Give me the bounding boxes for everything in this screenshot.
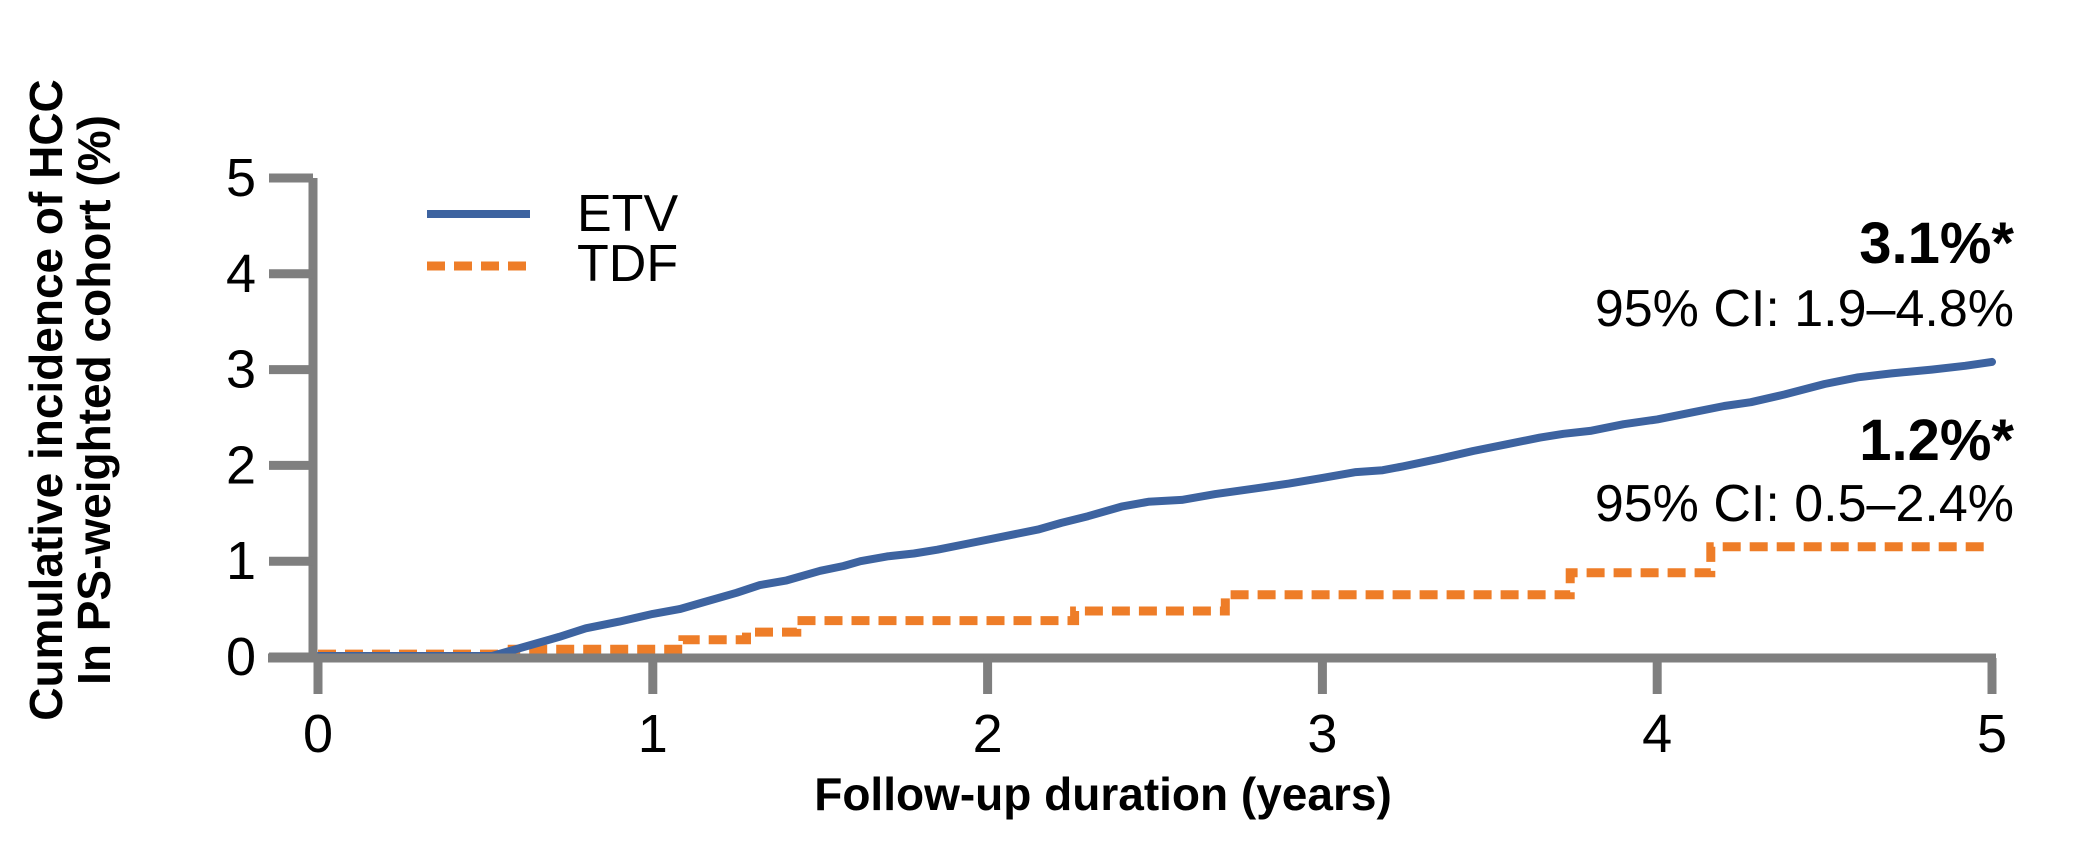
etv-annotation: 3.1%* 95% CI: 1.9–4.8% [1595,211,2015,338]
y-axis-title-line2: In PS-weighted cohort (%) [68,115,120,685]
y-axis-title-line1: Cumulative incidence of HCC [20,79,72,721]
y-tick-label: 3 [226,340,256,400]
x-tick-label: 3 [1307,704,1337,764]
tdf-annotation-value: 1.2%* [1859,408,2014,473]
legend: ETV TDF [427,185,678,293]
x-tick-label: 2 [973,704,1003,764]
tdf-annotation: 1.2%* 95% CI: 0.5–2.4% [1595,408,2015,533]
tdf-series-line [318,542,1992,659]
y-tick-label: 5 [226,148,256,208]
x-tick-label: 5 [1977,704,2007,764]
etv-annotation-ci: 95% CI: 1.9–4.8% [1595,280,2014,338]
etv-annotation-value: 3.1%* [1859,211,2014,276]
y-tick-label: 0 [226,627,256,687]
etv-series-line [314,357,1996,660]
legend-tdf-label: TDF [577,235,678,293]
x-axis-title: Follow-up duration (years) [814,768,1392,820]
y-tick-label: 2 [226,435,256,495]
x-tick-label: 4 [1642,704,1672,764]
y-tick-label: 1 [226,531,256,591]
x-axis-ticks: 0 1 2 3 4 5 [303,658,2007,764]
x-tick-label: 1 [638,704,668,764]
y-tick-label: 4 [226,244,256,304]
y-axis-ticks: 0 1 2 3 4 5 [226,148,313,687]
tdf-annotation-ci: 95% CI: 0.5–2.4% [1595,475,2014,533]
x-tick-label: 0 [303,704,333,764]
legend-etv-label: ETV [577,185,678,243]
